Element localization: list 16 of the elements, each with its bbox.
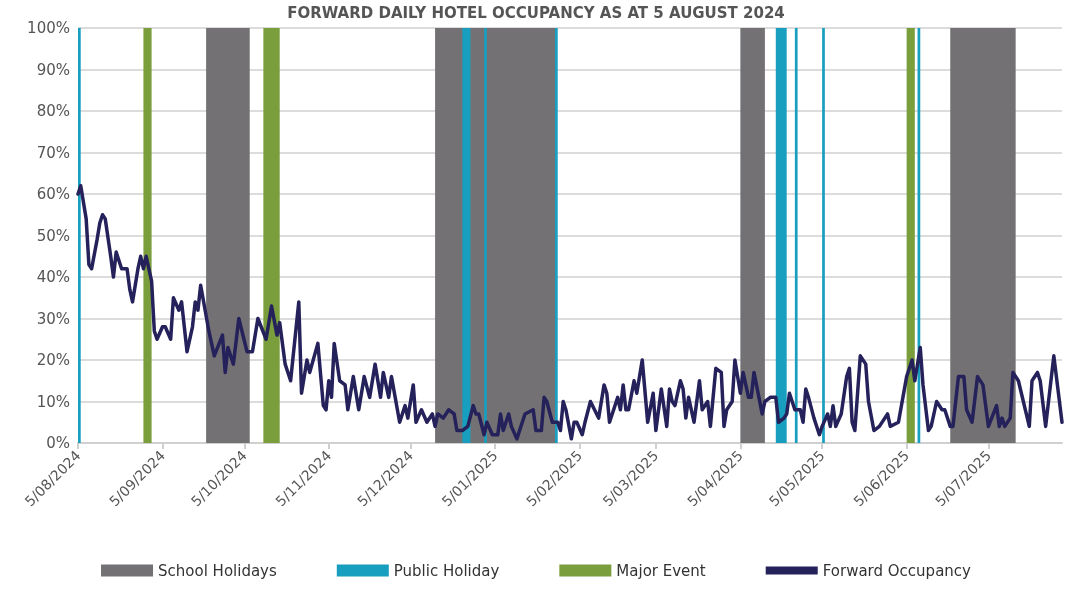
y-tick-label: 10% <box>36 392 70 411</box>
chart-title: FORWARD DAILY HOTEL OCCUPANCY AS AT 5 AUGUST 2024 <box>287 3 785 22</box>
y-tick-label: 100% <box>27 19 70 37</box>
y-tick-label: 60% <box>36 185 70 203</box>
legend-label: Forward Occupancy <box>822 561 972 580</box>
y-tick-label: 70% <box>36 143 70 162</box>
y-tick-label: 40% <box>36 268 70 286</box>
y-tick-label: 80% <box>36 102 70 120</box>
legend-label: School Holidays <box>158 561 277 580</box>
y-tick-label: 30% <box>36 309 70 328</box>
y-tick-label: 50% <box>36 226 70 245</box>
y-tick-label: 90% <box>36 60 70 79</box>
y-tick-label: 20% <box>36 351 70 369</box>
legend-label: Major Event <box>616 561 706 580</box>
y-tick-label: 0% <box>46 434 70 452</box>
legend-label: Public Holiday <box>393 561 500 580</box>
